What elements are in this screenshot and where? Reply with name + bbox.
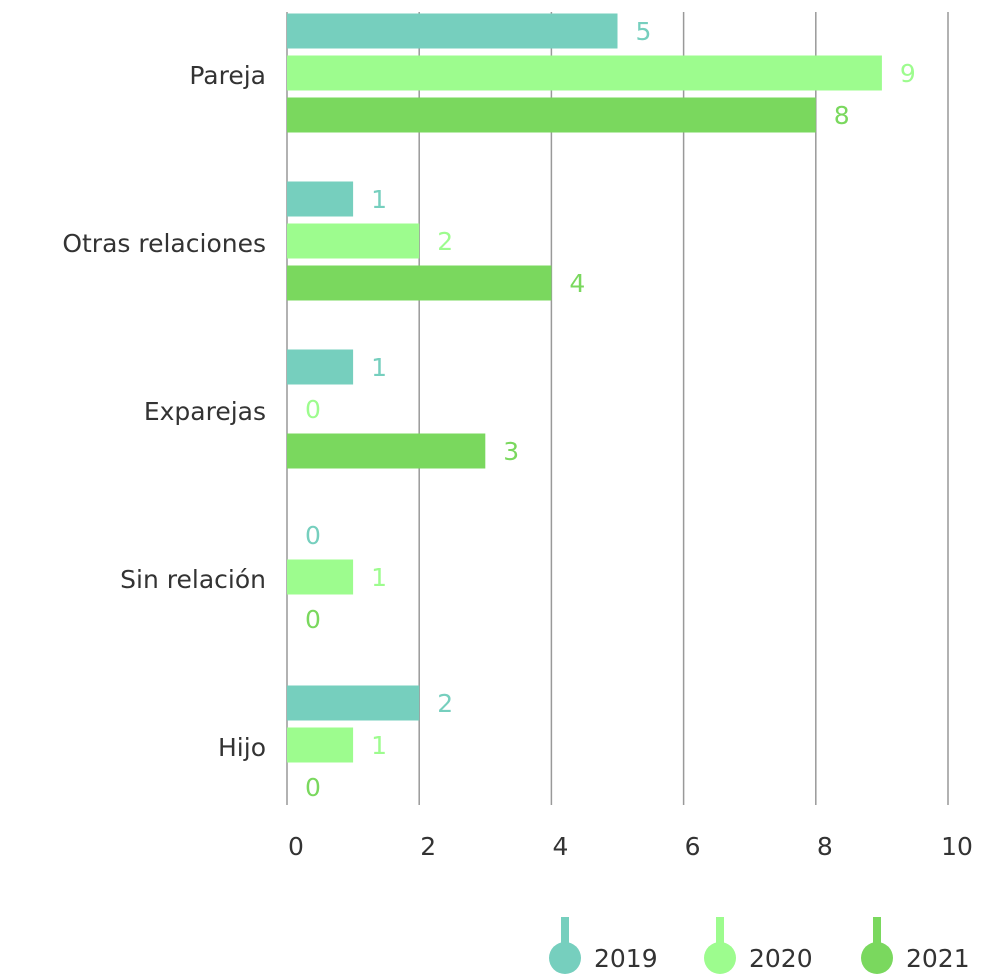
legend-icon xyxy=(704,942,736,974)
category-label: Hijo xyxy=(218,733,266,762)
value-label: 0 xyxy=(305,773,321,802)
bar xyxy=(287,433,486,469)
value-label: 1 xyxy=(371,185,387,214)
legend-label: 2020 xyxy=(749,944,813,973)
x-tick-label: 10 xyxy=(941,832,973,861)
value-label: 3 xyxy=(503,437,519,466)
value-label: 2 xyxy=(437,227,453,256)
bar xyxy=(287,13,618,49)
value-label: 2 xyxy=(437,689,453,718)
value-label: 1 xyxy=(371,353,387,382)
bar xyxy=(287,685,420,721)
value-label: 0 xyxy=(305,395,321,424)
bar xyxy=(287,97,816,133)
legend-icon xyxy=(861,942,893,974)
category-label: Sin relación xyxy=(120,565,266,594)
bar xyxy=(287,55,882,91)
value-label: 5 xyxy=(636,17,652,46)
legend-label: 2021 xyxy=(906,944,970,973)
legend-icon-stem xyxy=(873,917,881,947)
bar xyxy=(287,265,552,301)
x-tick-label: 8 xyxy=(817,832,833,861)
bar xyxy=(287,181,354,217)
bar xyxy=(287,349,354,385)
x-tick-label: 6 xyxy=(685,832,701,861)
category-label: Otras relaciones xyxy=(62,229,266,258)
value-label: 1 xyxy=(371,731,387,760)
bar xyxy=(287,223,420,259)
bar xyxy=(287,727,354,763)
bar xyxy=(287,559,354,595)
value-label: 9 xyxy=(900,59,916,88)
value-label: 4 xyxy=(569,269,585,298)
legend-label: 2019 xyxy=(594,944,658,973)
category-label: Exparejas xyxy=(144,397,266,426)
x-tick-label: 4 xyxy=(552,832,568,861)
x-tick-label: 2 xyxy=(420,832,436,861)
x-tick-label: 0 xyxy=(288,832,304,861)
value-label: 1 xyxy=(371,563,387,592)
legend-icon xyxy=(549,942,581,974)
value-label: 0 xyxy=(305,521,321,550)
value-label: 8 xyxy=(834,101,850,130)
value-label: 0 xyxy=(305,605,321,634)
legend-icon-stem xyxy=(561,917,569,947)
legend-icon-stem xyxy=(716,917,724,947)
category-label: Pareja xyxy=(189,61,266,90)
